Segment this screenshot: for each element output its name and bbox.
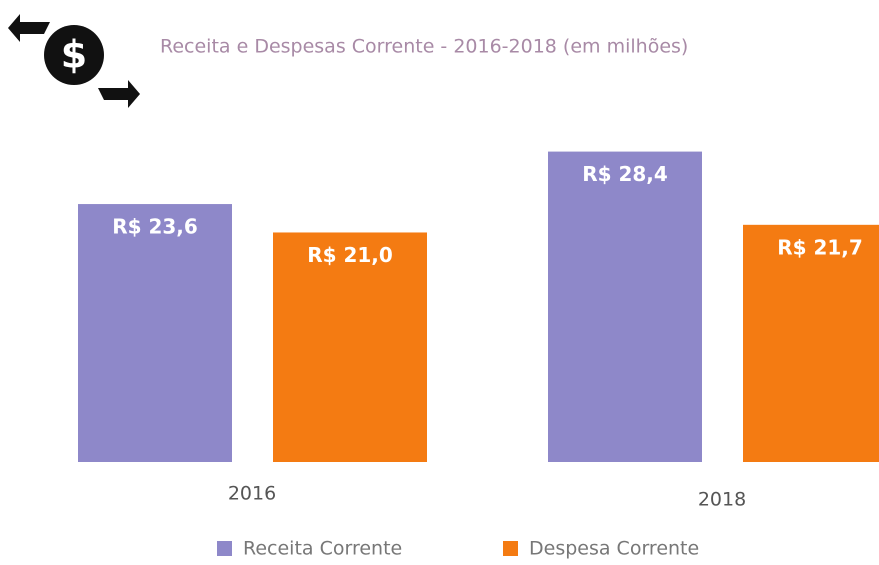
legend-label: Receita Corrente [243,538,402,560]
x-tick-label: 2016 [228,483,276,505]
money-icon: $ [8,14,140,108]
legend-swatch [217,541,232,556]
bar [743,224,879,462]
value-label: R$ 21,0 [307,243,393,267]
bar [273,232,427,462]
value-label: R$ 23,6 [112,215,198,239]
value-label: R$ 21,7 [777,235,863,259]
legend-label: Despesa Corrente [529,538,699,560]
bar [78,204,232,462]
value-label: R$ 28,4 [582,162,668,186]
bar [548,151,702,462]
svg-text:$: $ [61,33,87,77]
legend-swatch [503,541,518,556]
x-tick-label: 2018 [698,489,746,511]
chart-title: Receita e Despesas Corrente - 2016-2018 … [160,36,688,58]
